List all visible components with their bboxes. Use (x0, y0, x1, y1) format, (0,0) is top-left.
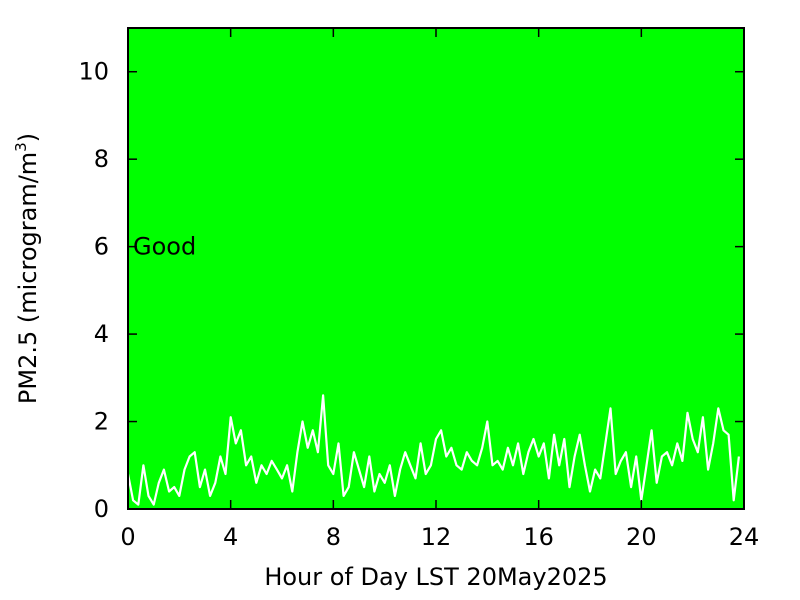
y-axis-title-main: PM2.5 (microgram/m (14, 152, 42, 404)
y-tick-label-0: 0 (94, 495, 109, 523)
x-axis-title: Hour of Day LST 20May2025 (264, 563, 607, 591)
x-tick-label-4: 4 (223, 523, 238, 551)
plot-frame (127, 27, 745, 510)
y-axis-title-superscript: 3 (12, 142, 30, 152)
y-axis-title: PM2.5 (microgram/m3) (12, 133, 42, 404)
good-annotation: Good (133, 233, 196, 261)
x-tick-label-16: 16 (523, 523, 554, 551)
pm25-series-line (126, 394, 740, 506)
y-axis-title-close: ) (14, 133, 42, 142)
y-tick-label-10: 10 (78, 58, 109, 86)
y-tick-label-4: 4 (94, 320, 109, 348)
x-tick-label-8: 8 (326, 523, 341, 551)
y-tick-label-8: 8 (94, 145, 109, 173)
x-tick-label-24: 24 (729, 523, 760, 551)
x-tick-label-12: 12 (421, 523, 452, 551)
y-tick-label-2: 2 (94, 408, 109, 436)
y-tick-label-6: 6 (94, 233, 109, 261)
x-tick-label-20: 20 (626, 523, 657, 551)
x-tick-label-0: 0 (120, 523, 135, 551)
